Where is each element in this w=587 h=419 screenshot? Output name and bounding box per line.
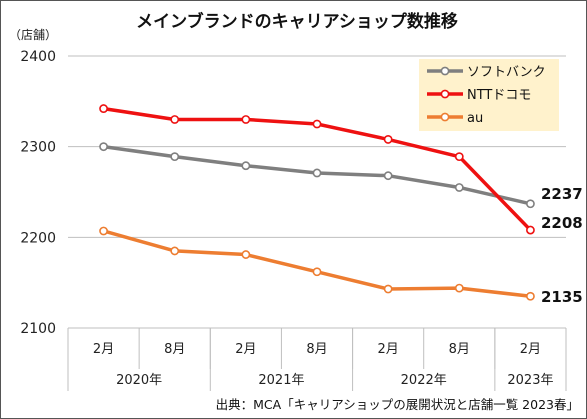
series-1 [99, 104, 535, 235]
data-point [241, 161, 251, 171]
y-axis-unit-label: （店舗） [9, 28, 57, 42]
x-axis-table: 2月 8月 2月 8月 2月 8月 2月 2020年 2021年 2022年 2023年 [67, 328, 567, 391]
legend-marker [440, 112, 450, 122]
data-point [99, 104, 108, 113]
year-group-label: 2023年 [507, 373, 553, 388]
data-point [383, 135, 393, 144]
data-point [454, 183, 464, 192]
data-point [170, 246, 180, 256]
data-point [526, 291, 535, 301]
data-point [170, 152, 180, 162]
series-2 [99, 226, 535, 301]
end-value-label: 2237 [541, 185, 583, 203]
x-tick-label: 2月 [378, 342, 399, 357]
data-point [99, 142, 108, 152]
data-point [312, 267, 322, 277]
year-group-label: 2022年 [401, 373, 447, 388]
data-point [454, 152, 464, 162]
data-point [383, 171, 393, 181]
legend-marker [440, 89, 450, 99]
x-tick-label: 8月 [164, 342, 185, 357]
legend-item: au [427, 111, 483, 126]
y-tick-label: 2100 [20, 321, 56, 337]
series-line [103, 229, 531, 299]
end-labels: 2237 2208 2135 [541, 185, 583, 306]
data-point [526, 225, 535, 235]
x-tick-label: 8月 [306, 342, 327, 357]
x-tick-label: 2月 [93, 342, 114, 357]
chart-title: メインブランドのキャリアショップ数推移 [136, 11, 458, 32]
x-tick-label: 2月 [520, 342, 541, 357]
year-group-label: 2021年 [258, 373, 304, 388]
gridlines [68, 55, 566, 329]
year-group-label: 2020年 [116, 373, 162, 388]
legend-item: NTTドコモ [427, 88, 531, 103]
x-tick-label: 2月 [235, 342, 256, 357]
data-point [241, 250, 251, 259]
data-point [383, 284, 393, 294]
data-point [312, 119, 322, 129]
data-point [241, 115, 251, 124]
end-value-label: 2208 [541, 214, 583, 232]
y-tick-label: 2300 [20, 140, 56, 156]
x-tick-label: 8月 [449, 342, 470, 357]
source-note: 出典：MCA「キャリアショップの展開状況と店舗一覧 2023春」 [216, 397, 579, 412]
legend-label: NTTドコモ [467, 88, 531, 103]
data-point [526, 199, 535, 209]
data-point [99, 226, 108, 236]
y-axis-ticks: 2100 2200 2300 2400 [20, 49, 56, 337]
y-tick-label: 2400 [20, 49, 56, 65]
legend-item: ソフトバンク [427, 65, 546, 80]
legend-marker [440, 66, 450, 76]
end-value-label: 2135 [541, 288, 583, 306]
series-0 [99, 142, 535, 209]
series-group [99, 104, 535, 301]
data-point [312, 168, 322, 178]
legend: ソフトバンク NTTドコモ au [419, 59, 559, 131]
legend-label: ソフトバンク [467, 65, 546, 80]
legend-label: au [467, 111, 483, 126]
data-point [170, 115, 180, 124]
data-point [454, 283, 464, 293]
y-tick-label: 2200 [20, 230, 56, 246]
